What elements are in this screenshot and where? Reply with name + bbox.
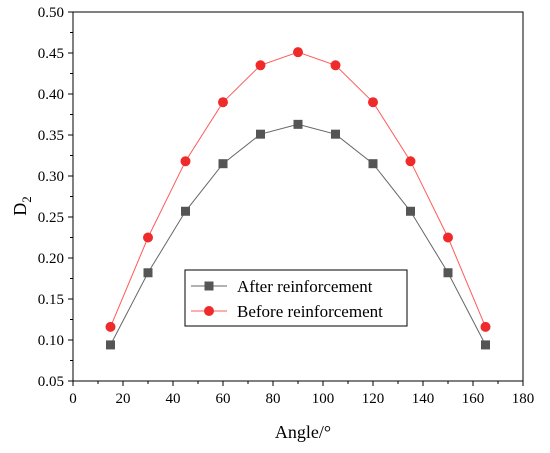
data-point-circle <box>443 232 453 243</box>
data-point-square <box>218 159 228 169</box>
data-point-circle <box>180 156 191 167</box>
series-1 <box>106 119 490 350</box>
y-tick-label: 0.35 <box>38 128 64 144</box>
legend-marker-circle <box>204 306 214 316</box>
x-tick-label: 40 <box>166 391 181 407</box>
x-axis-title: Angle/° <box>275 422 331 442</box>
legend-item-2: Before reinforcement <box>191 302 383 321</box>
data-point-circle <box>143 232 153 243</box>
legend: After reinforcement Before reinforcement <box>184 269 408 327</box>
x-tick-label: 120 <box>362 391 385 407</box>
data-point-square <box>368 159 378 169</box>
y-axis-title-main: D <box>10 203 30 216</box>
x-tick-label: 100 <box>312 391 335 407</box>
y-axis-title: D2 <box>10 196 34 216</box>
y-tick-label: 0.15 <box>38 292 64 308</box>
data-point-square <box>256 129 265 139</box>
data-point-square <box>406 206 415 216</box>
legend-box <box>184 269 408 327</box>
legend-item-1: After reinforcement <box>191 277 373 296</box>
legend-label: After reinforcement <box>237 277 373 296</box>
y-tick-label: 0.05 <box>38 374 64 390</box>
data-point-square <box>331 129 340 139</box>
y-axis-title-subscript: 2 <box>19 196 34 203</box>
x-tick-label: 80 <box>266 391 281 407</box>
data-point-circle <box>368 97 378 108</box>
y-tick-label: 0.30 <box>38 169 64 185</box>
y-tick-label: 0.25 <box>38 210 64 226</box>
axes: 0 20 40 60 80 100 120 140 160 180 0.05 0.10 0.15 0.20… <box>38 5 535 407</box>
data-point-square <box>293 119 303 129</box>
x-tick-label: 0 <box>69 391 77 407</box>
x-tick-label: 20 <box>116 391 131 407</box>
series-layer <box>105 47 491 350</box>
y-tick-label: 0.50 <box>38 5 64 21</box>
y-tick-label: 0.10 <box>38 333 64 349</box>
data-point-circle <box>218 97 228 108</box>
x-tick-label: 60 <box>216 391 231 407</box>
y-tick-label: 0.20 <box>38 251 64 267</box>
data-point-circle <box>293 47 303 58</box>
x-tick-label: 140 <box>412 391 435 407</box>
data-point-circle <box>405 156 416 167</box>
legend-marker-square <box>204 281 214 291</box>
data-point-square <box>106 340 115 350</box>
data-point-square <box>481 340 490 350</box>
series-2 <box>105 47 491 332</box>
y-tick-label: 0.40 <box>38 87 64 103</box>
x-tick-label: 160 <box>462 391 485 407</box>
data-point-circle <box>255 60 266 71</box>
y-tick-label: 0.45 <box>38 46 64 62</box>
data-point-square <box>143 268 153 278</box>
data-point-square <box>443 268 453 278</box>
x-tick-label: 180 <box>512 391 535 407</box>
data-point-square <box>181 206 190 216</box>
data-point-circle <box>480 321 491 332</box>
legend-label: Before reinforcement <box>237 302 383 321</box>
data-point-circle <box>105 321 116 332</box>
data-point-circle <box>330 60 341 71</box>
svg-text:D2: D2 <box>10 196 34 216</box>
